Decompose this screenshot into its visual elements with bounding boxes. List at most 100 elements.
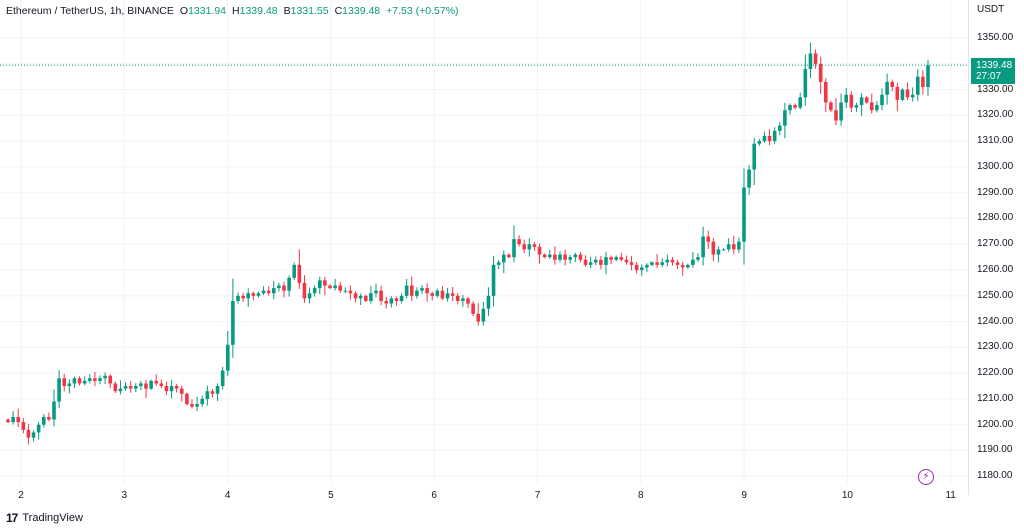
candle-body [691,259,695,265]
candle-body [205,391,210,399]
open-value: 1331.94 [188,5,227,17]
candle-body [711,241,716,255]
candle-body [496,262,501,265]
candle-body [261,290,266,294]
candle-body [547,254,552,258]
candle-body [154,380,159,384]
candle-body [266,290,271,294]
candle-body [292,264,297,278]
price-axis[interactable]: USDT 1180.00 1190.00 1200.00 1210.00 1220.00… [968,0,1024,495]
candle-body [476,313,481,322]
candle-body [921,76,925,88]
price-tick-label: 1240.00 [977,315,1014,327]
candle-body [537,246,542,255]
candle-body [481,308,486,322]
time-axis[interactable]: 2 3 4 5 6 7 8 9 10 11 [0,484,968,506]
candle-body [128,386,133,389]
candle-body [466,298,470,304]
candle-body [783,110,787,126]
candle-body [900,89,905,100]
candle-body [583,259,588,265]
date-tick-label: 5 [328,490,334,501]
candle-body [716,249,721,255]
candle-body [200,398,205,405]
symbol-title[interactable]: Ethereum / TetherUS, 1h, BINANCE [6,5,174,17]
price-tick-label: 1200.00 [977,418,1014,430]
candle-body [47,416,51,420]
candle-body [210,391,215,394]
candle-body [670,259,675,263]
candle-body [348,290,353,294]
candle-body [910,94,915,98]
candle-body [159,383,164,387]
price-tick-label: 1180.00 [977,470,1013,482]
candle-body [404,285,409,296]
candle-body [578,254,583,260]
candle-body [164,386,169,392]
price-tick-label: 1350.00 [977,32,1014,44]
candle-body [317,280,322,289]
candle-body [169,386,174,392]
candle-body [369,293,373,301]
chart-plot-area[interactable] [0,0,968,495]
candle-body [363,295,368,301]
candle-body [563,254,567,260]
last-price-value: 1339.48 [976,60,1013,72]
candle-body [271,288,276,294]
candle-body [614,257,619,260]
tradingview-brand[interactable]: 17 TradingView [6,511,83,525]
candle-body [450,293,455,296]
candle-body [849,94,854,108]
candle-body [491,264,496,296]
candle-body [573,254,578,258]
price-tick-label: 1330.00 [977,83,1014,95]
date-tick-label: 4 [224,490,231,501]
candle-body [772,130,777,142]
candle-body [251,293,256,296]
candle-body [829,102,833,111]
candle-body [517,239,521,245]
currency-label[interactable]: USDT [977,4,1005,15]
candle-body [788,105,792,111]
candle-body [731,244,736,250]
lightning-icon[interactable]: ⚡ [918,469,934,485]
candle-body [67,383,72,387]
candle-body [675,262,680,265]
candle-body [818,63,823,82]
date-tick-label: 10 [841,490,853,501]
candle-body [302,282,307,299]
bar-countdown: 27:07 [976,71,1002,83]
candle-body [445,293,450,299]
candle-body [875,105,879,111]
candle-body [915,76,920,95]
candle-body [839,102,843,121]
candle-body [721,249,726,251]
close-value: 1339.48 [342,5,381,17]
date-tick-label: 7 [534,490,541,501]
candle-body [16,416,21,423]
candle-body [87,378,92,381]
candle-body [798,97,803,108]
candle-body [282,285,286,291]
candle-body [905,89,910,98]
candle-body [660,262,665,265]
candle-body [706,236,711,242]
candle-body [215,386,220,394]
candle-body [757,141,762,144]
candle-body [680,264,685,268]
candle-body [604,257,608,265]
price-tick-label: 1190.00 [977,444,1013,456]
candle-body [231,300,235,345]
last-price-tag: 1339.48 27:07 [971,58,1015,85]
candlestick-chart[interactable] [0,0,968,495]
high-value: 1339.48 [239,5,278,17]
candle-body [430,293,435,296]
candle-body [650,262,654,265]
candle-body [190,404,194,407]
candle-body [767,136,772,142]
price-tick-label: 1260.00 [977,264,1014,276]
candle-body [174,386,179,389]
candle-body [834,110,838,121]
candle-body [685,264,690,268]
price-tick-label: 1230.00 [977,341,1014,353]
